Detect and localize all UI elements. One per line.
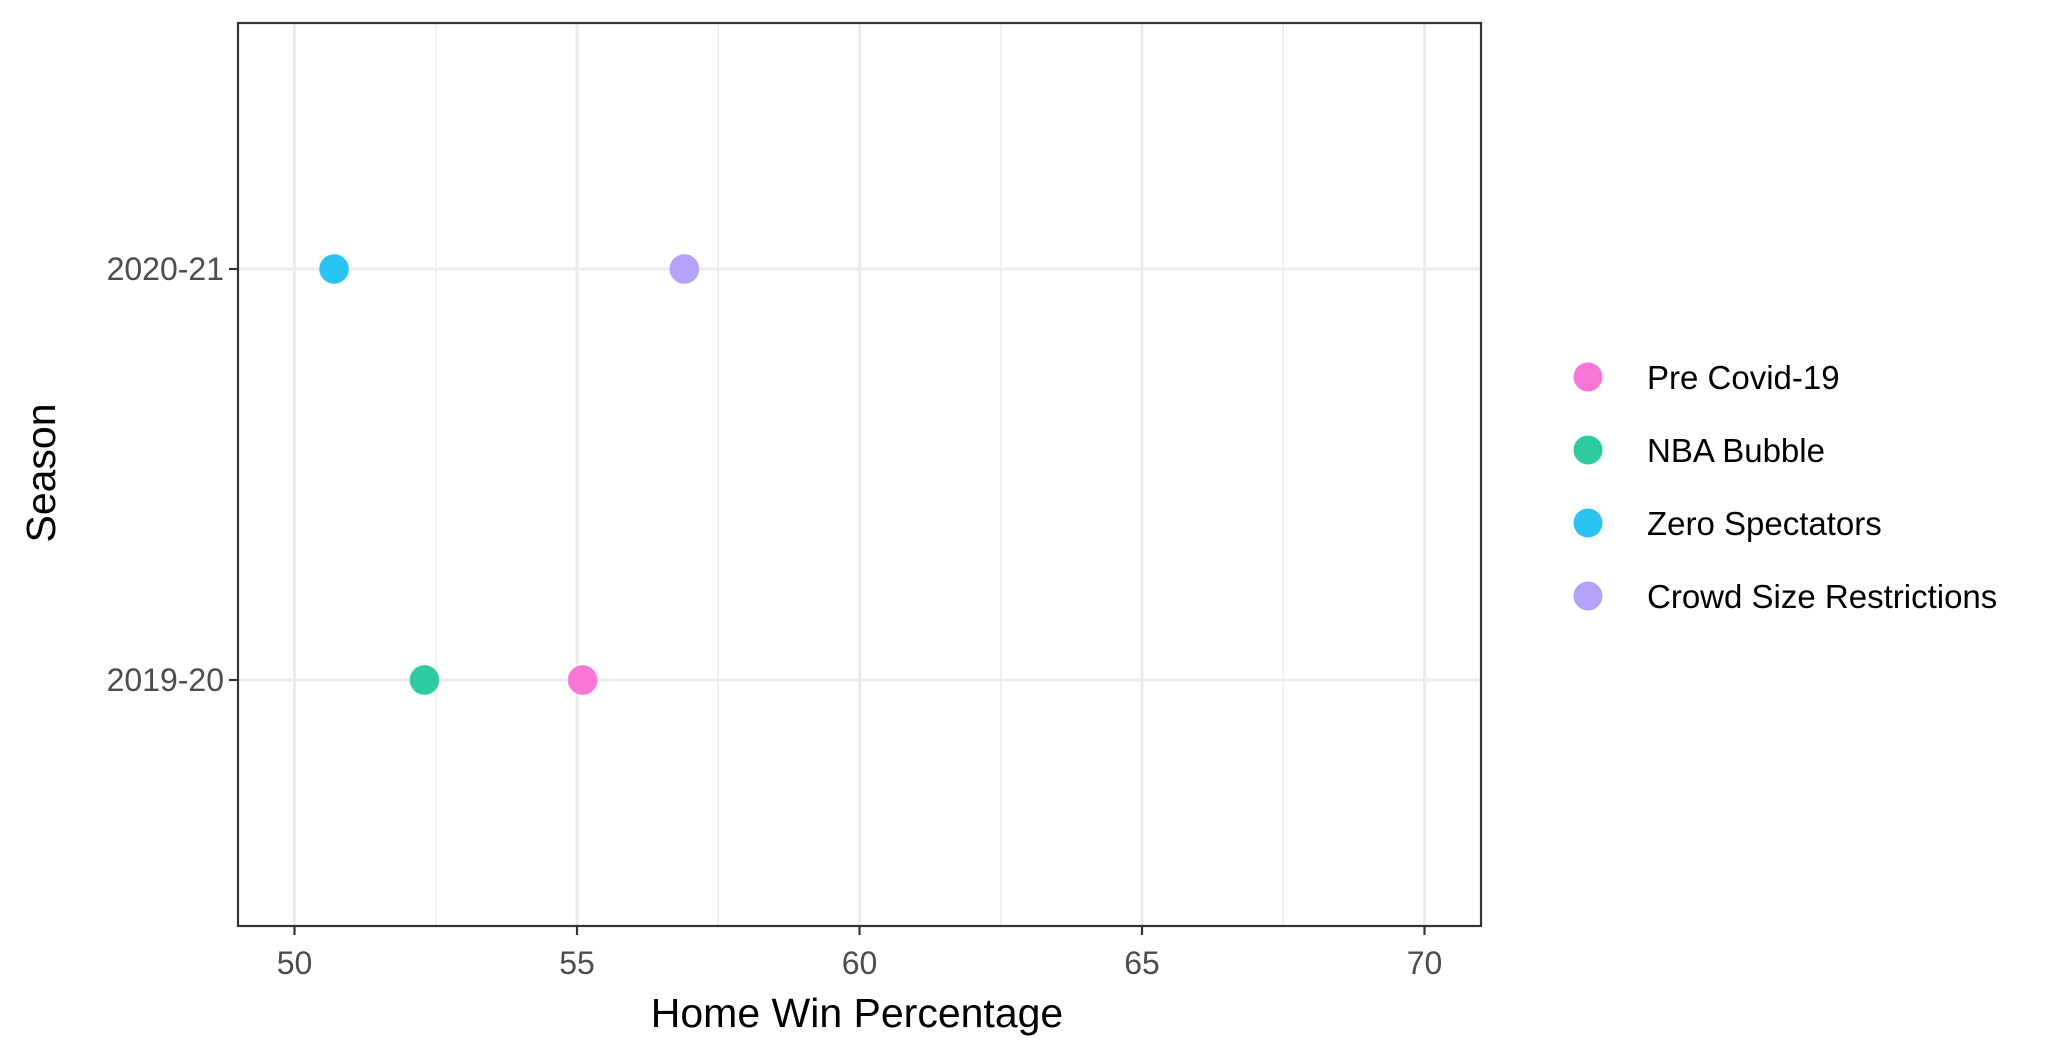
x-tick-label-0: 50 bbox=[277, 945, 313, 981]
data-points bbox=[319, 254, 700, 695]
x-tick-label-2: 60 bbox=[842, 945, 878, 981]
legend-key-crowd-size-restrictions bbox=[1573, 581, 1603, 611]
legend-key-zero-spectators bbox=[1573, 508, 1603, 538]
point-crowd-size-restrictions-0 bbox=[669, 254, 700, 284]
point-pre-covid-19-0 bbox=[567, 665, 598, 695]
legend-label-zero-spectators: Zero Spectators bbox=[1647, 505, 1882, 542]
x-tick-label-3: 65 bbox=[1124, 945, 1160, 981]
legend-label-pre-covid-19: Pre Covid-19 bbox=[1647, 359, 1840, 396]
legend-key-nba-bubble bbox=[1573, 435, 1603, 465]
x-tick-label-1: 55 bbox=[559, 945, 595, 981]
legend-key-pre-covid-19 bbox=[1573, 362, 1603, 392]
x-axis-title: Home Win Percentage bbox=[651, 990, 1063, 1036]
minor-gridlines bbox=[435, 23, 1284, 926]
major-gridlines bbox=[238, 23, 1481, 926]
y-axis: 2019-20 2020-21 bbox=[107, 251, 238, 698]
legend-label-crowd-size-restrictions: Crowd Size Restrictions bbox=[1647, 578, 1997, 615]
x-tick-label-4: 70 bbox=[1407, 945, 1443, 981]
y-tick-label-0: 2019-20 bbox=[107, 662, 224, 698]
point-nba-bubble-0 bbox=[409, 665, 440, 695]
y-axis-title: Season bbox=[18, 403, 64, 542]
y-tick-label-1: 2020-21 bbox=[107, 251, 224, 287]
legend: Pre Covid-19 NBA Bubble Zero Spectators Cro… bbox=[1573, 359, 1997, 615]
x-axis: 50 55 60 65 70 bbox=[277, 926, 1443, 981]
legend-label-nba-bubble: NBA Bubble bbox=[1647, 432, 1825, 469]
point-zero-spectators-0 bbox=[319, 254, 350, 284]
